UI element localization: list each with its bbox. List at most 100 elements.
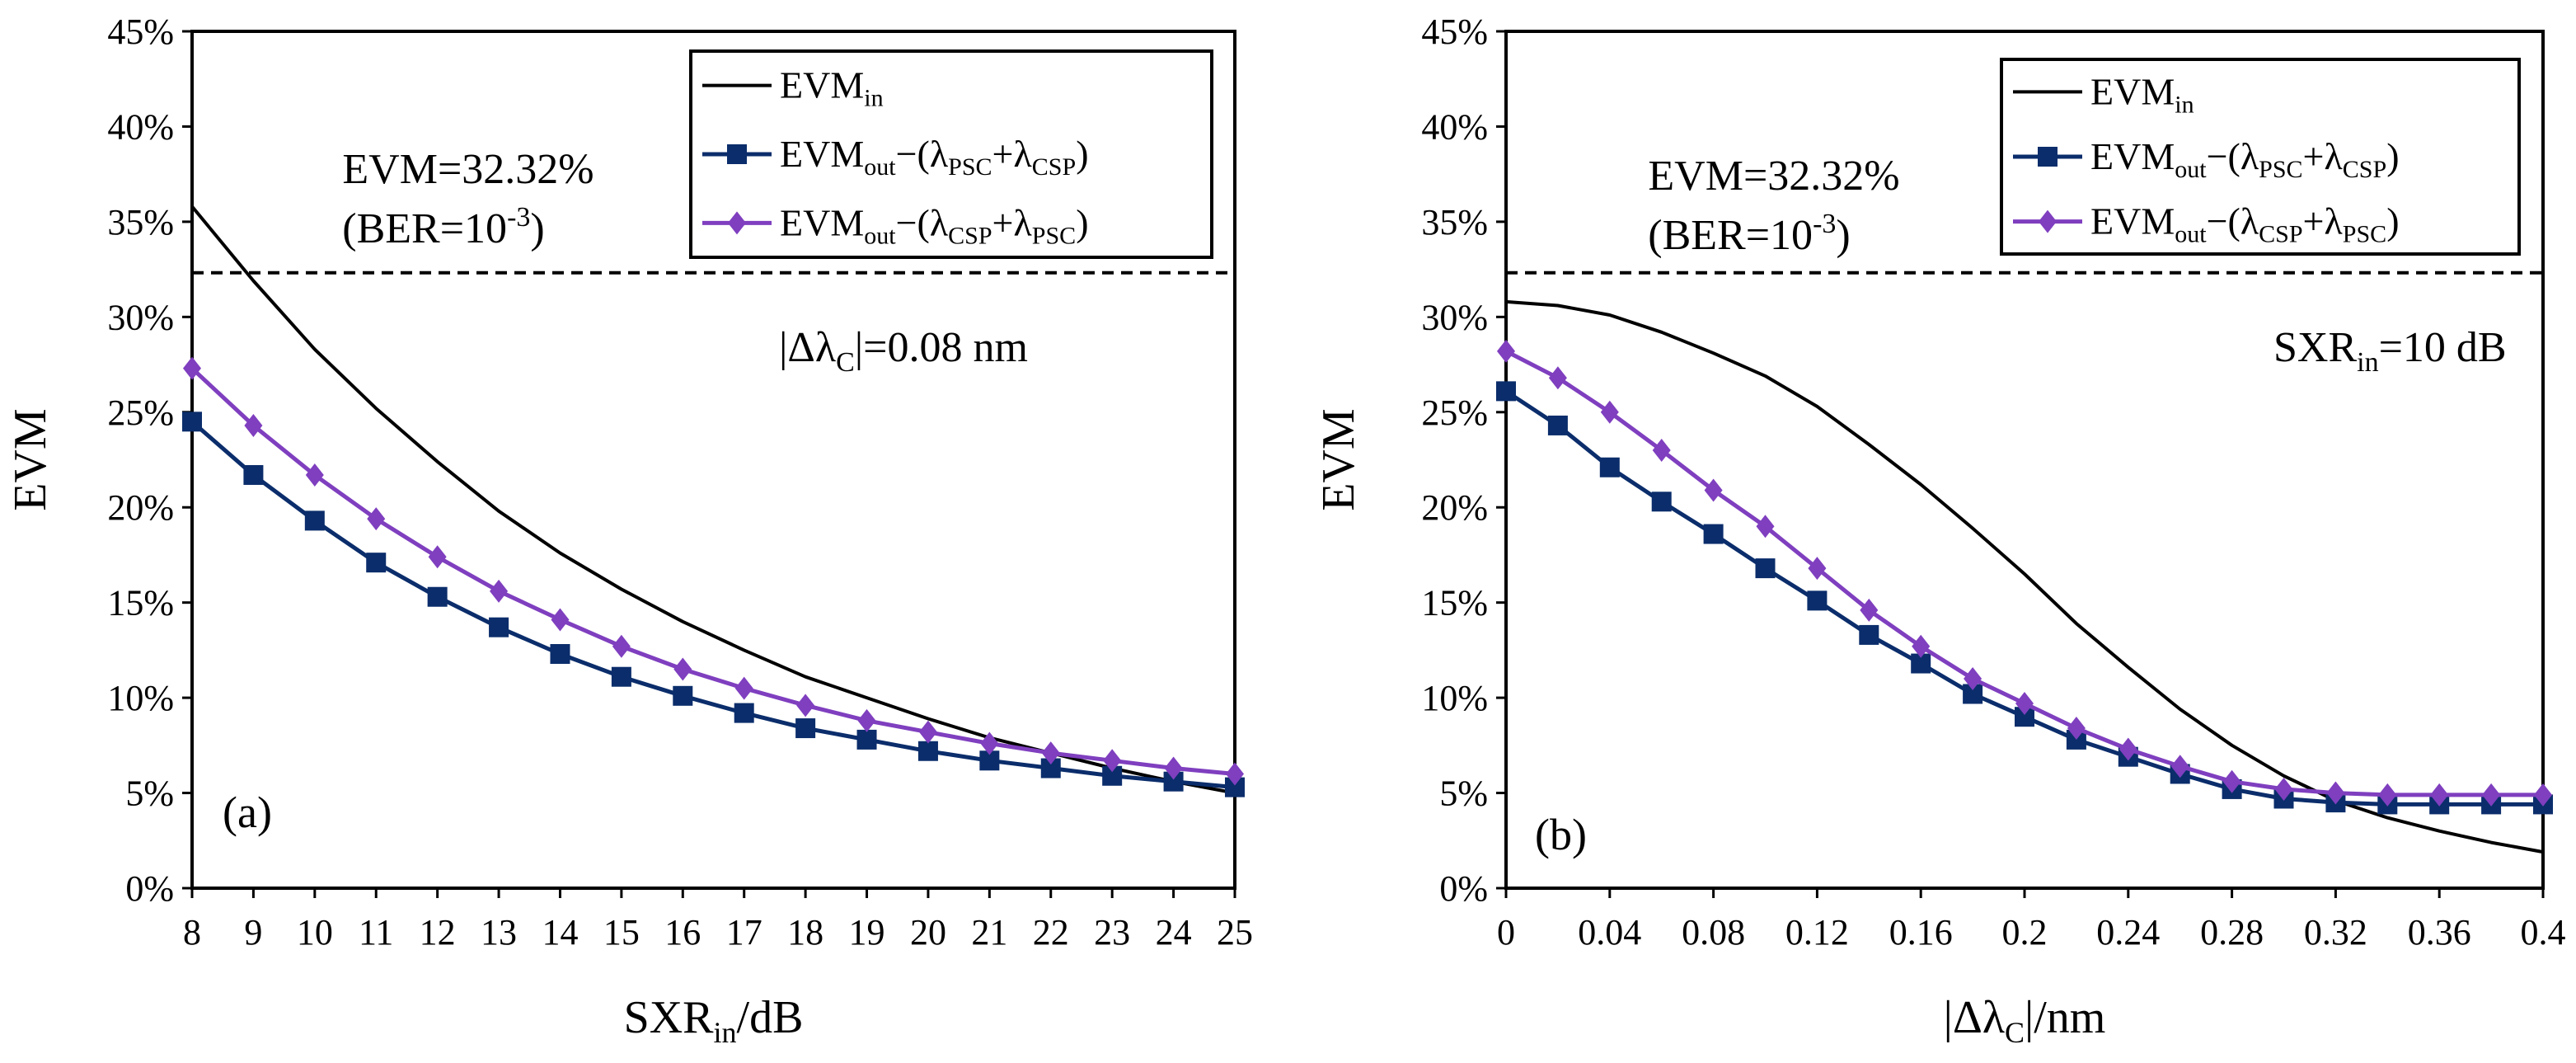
x-tick-label-a: 13 [481, 912, 517, 952]
x-tick-label-a: 10 [297, 912, 333, 952]
x-tick-label-b: 0.28 [2200, 912, 2264, 952]
data-point-csp_psc-a [551, 608, 570, 632]
data-point-psc_csp-a [243, 464, 264, 485]
x-tick-label-a: 20 [910, 912, 946, 952]
y-tick-label-b: 15% [1421, 583, 1488, 623]
data-point-psc_csp-a [550, 644, 570, 665]
data-point-csp_psc-b [1548, 366, 1567, 390]
x-tick-label-b: 0.4 [2521, 912, 2566, 952]
data-point-csp_psc-b [1808, 557, 1827, 581]
legend-marker-diamond [728, 211, 746, 235]
data-point-csp_psc-b [1756, 515, 1775, 539]
data-point-csp_psc-b [2222, 769, 2241, 793]
y-axis-label-b: EVM [1313, 408, 1364, 510]
plot-frame-a [190, 30, 1236, 890]
data-point-psc_csp-b [1859, 624, 1879, 645]
y-tick-label-b: 10% [1421, 678, 1488, 718]
x-axis-label-a: SXRin/dB [624, 992, 804, 1049]
data-point-psc_csp-b [1547, 415, 1568, 435]
data-point-csp_psc-b [1704, 478, 1723, 502]
y-axis-label-a: EVM [5, 408, 56, 510]
x-tick-label-b: 0.32 [2304, 912, 2367, 952]
data-point-csp_psc-b [2170, 755, 2189, 778]
x-axis-label-b: |ΔλC|/nm [1944, 992, 2106, 1049]
y-tick-label-a: 25% [107, 393, 174, 433]
data-point-csp_psc-a [183, 356, 201, 380]
y-tick-label-b: 5% [1439, 774, 1488, 814]
legend-label-psc_csp: EVMout−(λPSC+λCSP) [2090, 135, 2400, 183]
x-tick-label-a: 8 [183, 912, 201, 952]
threshold-value-label-a: EVM=32.32% [342, 146, 594, 193]
y-tick-label-a: 0% [125, 868, 174, 909]
data-point-csp_psc-b [2119, 737, 2137, 761]
data-point-csp_psc-a [612, 634, 631, 658]
x-tick-label-b: 0.24 [2096, 912, 2160, 952]
y-tick-label-b: 40% [1421, 106, 1488, 147]
condition-label-a: |ΔλC|=0.08 nm [779, 324, 1028, 378]
x-tick-label-b: 0.08 [1682, 912, 1745, 952]
x-tick-label-a: 16 [664, 912, 701, 952]
data-point-csp_psc-a [1226, 762, 1244, 786]
panel-letter-b: (b) [1535, 810, 1587, 859]
x-tick-label-b: 0.12 [1785, 912, 1849, 952]
threshold-ber-label-a: (BER=10-3) [342, 202, 544, 252]
legend-label-csp_psc: EVMout−(λCSP+λPSC) [780, 201, 1089, 249]
data-point-csp_psc-a [428, 545, 447, 569]
series-line-evm_in-b [1505, 299, 2544, 854]
legend-frame-a [689, 49, 1213, 259]
data-point-psc_csp-b [1651, 492, 1672, 512]
x-tick-label-a: 17 [726, 912, 762, 952]
data-point-psc_csp-a [917, 741, 938, 761]
data-point-csp_psc-a [857, 708, 876, 732]
y-tick-label-a: 30% [107, 297, 174, 337]
y-tick-label-a: 20% [107, 487, 174, 528]
data-point-psc_csp-b [1755, 558, 1776, 579]
y-tick-label-a: 35% [107, 202, 174, 242]
threshold-ber-label-b: (BER=10-3) [1648, 209, 1850, 259]
data-point-csp_psc-b [2015, 692, 2034, 716]
data-point-csp_psc-b [2430, 783, 2449, 807]
y-tick-label-b: 0% [1439, 868, 1488, 909]
data-point-csp_psc-b [2482, 783, 2501, 807]
y-tick-label-a: 5% [125, 774, 174, 814]
data-point-psc_csp-b [1807, 590, 1828, 611]
threshold-value-label-b: EVM=32.32% [1648, 153, 1899, 200]
data-point-psc_csp-b [1496, 381, 1516, 402]
x-tick-label-b: 0.2 [2002, 912, 2048, 952]
data-point-csp_psc-b [2067, 717, 2086, 741]
y-tick-label-b: 35% [1421, 202, 1488, 242]
legend-marker-square [727, 144, 747, 164]
data-point-psc_csp-a [856, 729, 877, 750]
data-point-psc_csp-a [182, 412, 202, 432]
condition-label-b: SXRin=10 dB [2273, 324, 2507, 378]
data-point-psc_csp-a [427, 586, 448, 607]
data-point-csp_psc-a [918, 720, 937, 744]
x-tick-label-b: 0.16 [1889, 912, 1953, 952]
y-tick-label-a: 40% [107, 106, 174, 147]
x-tick-label-b: 0.36 [2408, 912, 2471, 952]
y-tick-label-b: 20% [1421, 487, 1488, 528]
data-point-csp_psc-b [1860, 598, 1879, 622]
x-tick-label-a: 14 [542, 912, 578, 952]
data-point-csp_psc-b [1912, 634, 1931, 658]
series-line-psc_csp-a [190, 420, 1236, 790]
data-point-csp_psc-a [673, 657, 692, 681]
data-point-csp_psc-b [2326, 781, 2345, 805]
x-tick-label-a: 23 [1094, 912, 1130, 952]
legend-marker-diamond [2039, 209, 2057, 233]
data-point-psc_csp-a [489, 617, 509, 637]
data-point-psc_csp-a [673, 685, 693, 706]
x-tick-label-a: 9 [244, 912, 262, 952]
legend-label-evm_in: EVMin [2090, 70, 2194, 118]
y-tick-label-a: 45% [107, 12, 174, 52]
data-point-psc_csp-a [611, 666, 631, 687]
y-tick-label-a: 15% [107, 583, 174, 623]
data-point-csp_psc-b [1497, 339, 1515, 363]
y-tick-label-b: 25% [1421, 393, 1488, 433]
data-point-csp_psc-a [796, 694, 815, 717]
data-point-csp_psc-a [367, 507, 386, 531]
data-point-csp_psc-a [1041, 741, 1060, 765]
x-tick-label-a: 15 [603, 912, 640, 952]
data-point-psc_csp-a [734, 703, 754, 723]
